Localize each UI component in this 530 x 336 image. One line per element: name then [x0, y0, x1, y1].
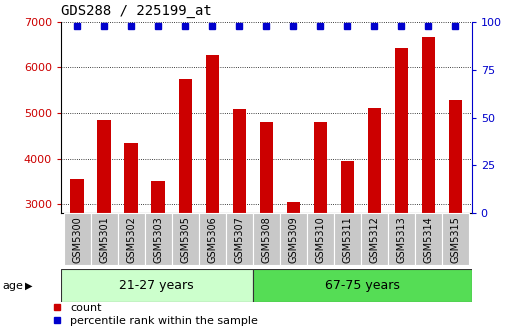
Bar [70, 179, 84, 213]
Text: GSM5308: GSM5308 [261, 216, 271, 263]
Bar [64, 213, 91, 265]
Bar [361, 213, 388, 265]
Text: GSM5303: GSM5303 [153, 216, 163, 263]
Bar [226, 213, 253, 265]
Bar [422, 37, 435, 213]
Bar [152, 181, 165, 213]
Bar [253, 213, 280, 265]
Bar [98, 120, 111, 213]
Text: 67-75 years: 67-75 years [325, 279, 400, 292]
Bar [341, 161, 354, 213]
Bar [307, 213, 334, 265]
Text: GSM5315: GSM5315 [450, 216, 461, 263]
Bar [118, 213, 145, 265]
Bar [199, 213, 226, 265]
Text: GSM5307: GSM5307 [234, 216, 244, 263]
Text: GSM5309: GSM5309 [288, 216, 298, 263]
Bar [179, 79, 192, 213]
Bar [442, 213, 469, 265]
Bar [395, 48, 408, 213]
Bar [287, 202, 300, 213]
Text: GSM5314: GSM5314 [423, 216, 434, 263]
Bar [145, 213, 172, 265]
Bar [61, 269, 253, 302]
Text: GSM5302: GSM5302 [126, 216, 136, 263]
Bar [449, 100, 462, 213]
Bar [172, 213, 199, 265]
Bar [388, 213, 415, 265]
Text: GDS288 / 225199_at: GDS288 / 225199_at [61, 4, 211, 18]
Text: 21-27 years: 21-27 years [119, 279, 194, 292]
Bar [91, 213, 118, 265]
Text: GSM5312: GSM5312 [369, 216, 379, 263]
Bar [368, 108, 381, 213]
Bar [334, 213, 361, 265]
Text: GSM5310: GSM5310 [315, 216, 325, 263]
Text: GSM5301: GSM5301 [99, 216, 109, 263]
Bar [233, 110, 246, 213]
Bar [260, 122, 273, 213]
Text: GSM5305: GSM5305 [180, 216, 190, 263]
Text: GSM5306: GSM5306 [207, 216, 217, 263]
Bar [280, 213, 307, 265]
Text: GSM5311: GSM5311 [342, 216, 352, 263]
Bar [314, 122, 327, 213]
Text: age: age [3, 281, 23, 291]
Text: ▶: ▶ [25, 281, 33, 291]
Bar [253, 269, 472, 302]
Text: GSM5300: GSM5300 [72, 216, 82, 263]
Text: GSM5313: GSM5313 [396, 216, 407, 263]
Bar [415, 213, 442, 265]
Bar [206, 55, 219, 213]
Legend: count, percentile rank within the sample: count, percentile rank within the sample [48, 298, 262, 330]
Bar [125, 143, 138, 213]
